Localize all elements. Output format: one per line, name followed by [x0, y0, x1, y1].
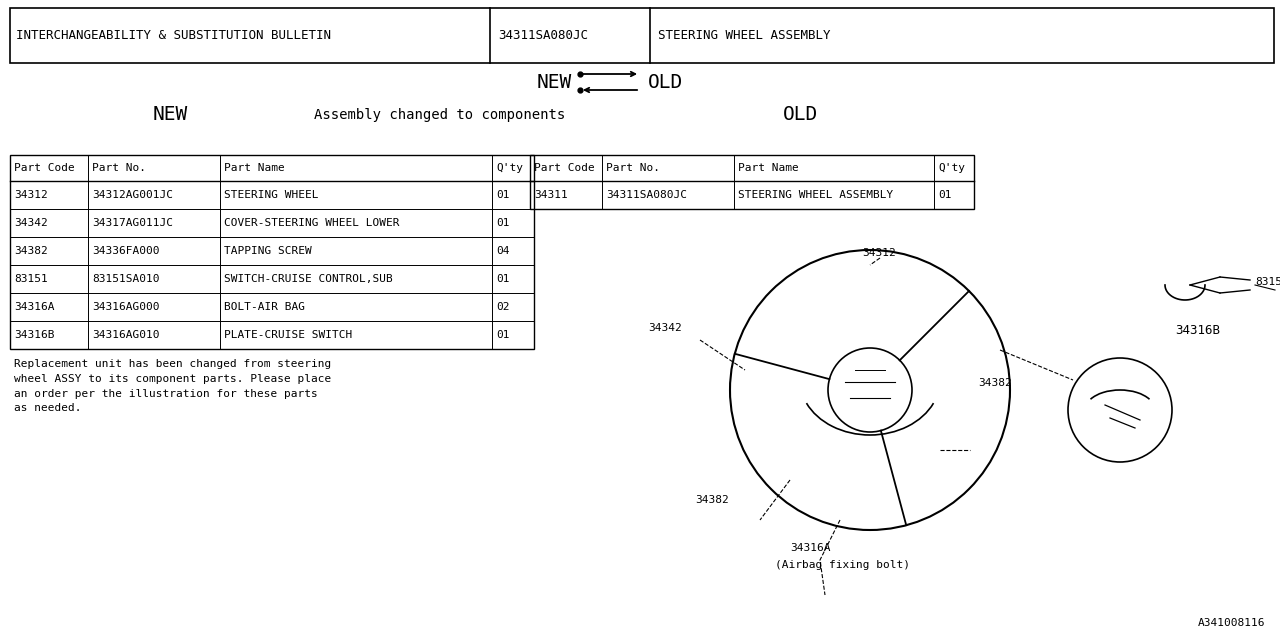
Text: Part Code: Part Code	[534, 163, 595, 173]
Text: Part Name: Part Name	[739, 163, 799, 173]
Text: 34336FA000: 34336FA000	[92, 246, 160, 256]
Text: STEERING WHEEL: STEERING WHEEL	[224, 190, 319, 200]
Text: 34317AG011JC: 34317AG011JC	[92, 218, 173, 228]
Text: 34316A: 34316A	[790, 543, 831, 553]
Text: TAPPING SCREW: TAPPING SCREW	[224, 246, 312, 256]
Text: 34312: 34312	[14, 190, 47, 200]
Text: 34316B: 34316B	[1175, 323, 1220, 337]
Text: PLATE-CRUISE SWITCH: PLATE-CRUISE SWITCH	[224, 330, 352, 340]
Text: 34382: 34382	[978, 378, 1011, 388]
Text: 34311SA080JC: 34311SA080JC	[605, 190, 687, 200]
Text: 34316AG000: 34316AG000	[92, 302, 160, 312]
Text: NEW: NEW	[536, 72, 572, 92]
Text: Part Name: Part Name	[224, 163, 284, 173]
Text: 34311SA080JC: 34311SA080JC	[498, 29, 588, 42]
Text: 34316A: 34316A	[14, 302, 55, 312]
Bar	[10, 155, 534, 349]
Text: INTERCHANGEABILITY & SUBSTITUTION BULLETIN: INTERCHANGEABILITY & SUBSTITUTION BULLET…	[15, 29, 332, 42]
Text: Q'ty: Q'ty	[938, 163, 965, 173]
Text: NEW: NEW	[152, 106, 188, 125]
Text: BOLT-AIR BAG: BOLT-AIR BAG	[224, 302, 305, 312]
Text: STEERING WHEEL ASSEMBLY: STEERING WHEEL ASSEMBLY	[739, 190, 893, 200]
Text: Assembly changed to components: Assembly changed to components	[315, 108, 566, 122]
Text: STEERING WHEEL ASSEMBLY: STEERING WHEEL ASSEMBLY	[658, 29, 831, 42]
Text: 34382: 34382	[14, 246, 47, 256]
Bar	[10, 8, 1274, 63]
Text: SWITCH-CRUISE CONTROL,SUB: SWITCH-CRUISE CONTROL,SUB	[224, 274, 393, 284]
Text: 34312: 34312	[861, 248, 896, 258]
Text: 01: 01	[938, 190, 951, 200]
Text: COVER-STEERING WHEEL LOWER: COVER-STEERING WHEEL LOWER	[224, 218, 399, 228]
Text: 34311: 34311	[534, 190, 568, 200]
Text: 01: 01	[497, 274, 509, 284]
Text: (Airbag fixing bolt): (Airbag fixing bolt)	[774, 560, 910, 570]
Text: 34316AG010: 34316AG010	[92, 330, 160, 340]
Text: Part No.: Part No.	[92, 163, 146, 173]
Text: 83151: 83151	[1254, 277, 1280, 287]
Text: 02: 02	[497, 302, 509, 312]
Text: 01: 01	[497, 330, 509, 340]
Text: 34312AG001JC: 34312AG001JC	[92, 190, 173, 200]
Text: 83151: 83151	[14, 274, 47, 284]
Text: 01: 01	[497, 190, 509, 200]
Text: 04: 04	[497, 246, 509, 256]
Text: 01: 01	[497, 218, 509, 228]
Text: Part Code: Part Code	[14, 163, 74, 173]
Text: A341008116: A341008116	[1198, 618, 1265, 628]
Text: 34316B: 34316B	[14, 330, 55, 340]
Text: Part No.: Part No.	[605, 163, 660, 173]
Text: OLD: OLD	[782, 106, 818, 125]
Text: 34342: 34342	[14, 218, 47, 228]
Text: OLD: OLD	[648, 72, 684, 92]
Text: 34382: 34382	[695, 495, 728, 505]
Bar	[530, 155, 974, 209]
Text: Replacement unit has been changed from steering
wheel ASSY to its component part: Replacement unit has been changed from s…	[14, 359, 332, 413]
Text: Q'ty: Q'ty	[497, 163, 524, 173]
Text: 83151SA010: 83151SA010	[92, 274, 160, 284]
Text: 34342: 34342	[648, 323, 682, 333]
